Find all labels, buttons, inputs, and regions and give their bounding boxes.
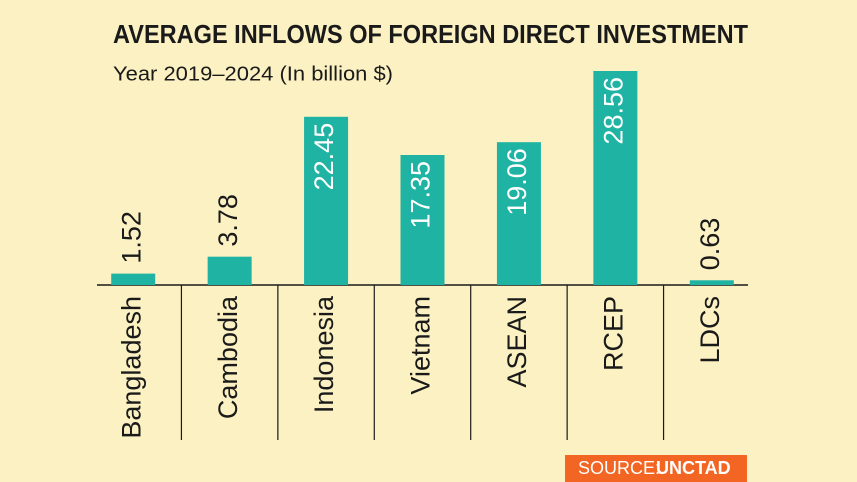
value-label: 22.45 [309,123,339,191]
x-tick-label: Vietnam [406,296,436,395]
x-tick-label: Bangladesh [116,296,146,439]
x-tick-label: LDCs [695,296,725,364]
x-tick-label: Cambodia [213,295,243,419]
bar [496,142,541,285]
chart-title: AVERAGE INFLOWS OF FOREIGN DIRECT INVEST… [113,19,748,49]
bar [304,116,349,285]
bar [689,280,734,285]
x-tick-label: Indonesia [309,295,339,413]
source-label: SOURCE: [578,458,660,478]
value-label: 17.35 [406,161,436,229]
value-label: 0.63 [695,218,725,271]
x-tick-label: ASEAN [502,296,532,388]
bar [400,154,445,285]
source: UNCTAD [656,458,731,478]
value-label: 28.56 [598,77,628,145]
value-label: 3.78 [213,194,243,247]
bar [207,256,252,285]
chart-subtitle: Year 2019–2024 (In billion $) [113,63,393,85]
x-tick-label: RCEP [598,296,628,371]
source-box [565,455,747,482]
value-label: 1.52 [116,211,146,264]
bar [111,273,156,285]
bar [593,71,638,285]
value-label: 19.06 [502,148,532,216]
